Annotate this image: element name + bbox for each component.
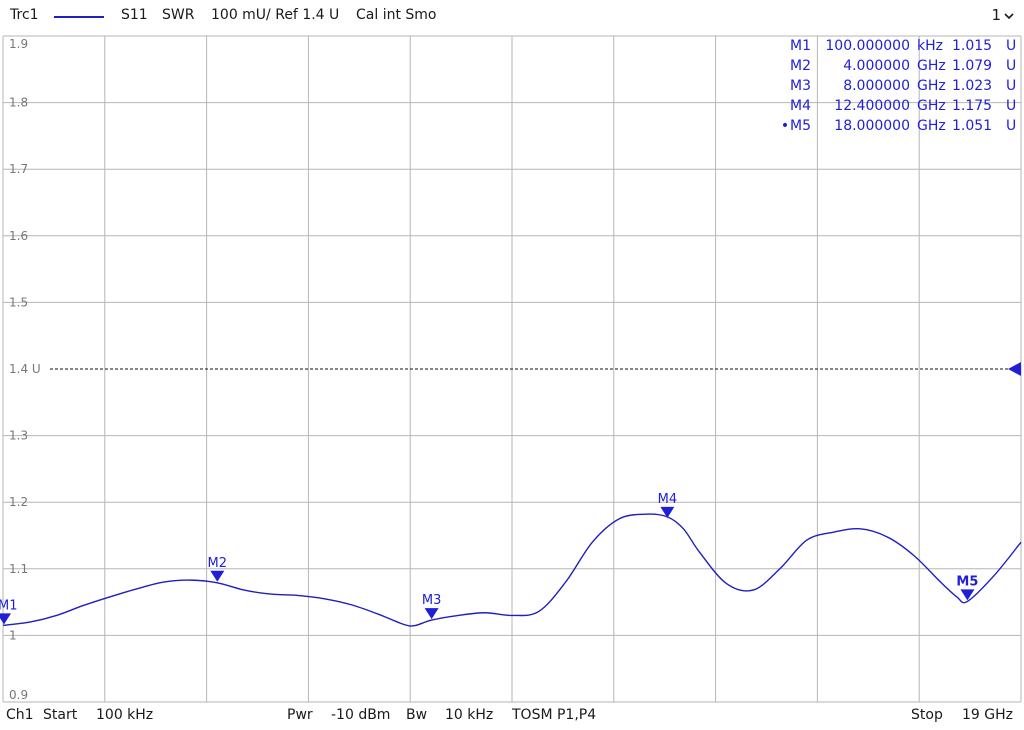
bandwidth-label: Bw bbox=[406, 707, 428, 723]
marker-frequency-unit: GHz bbox=[917, 98, 946, 114]
y-tick-label: 1.9 bbox=[9, 37, 28, 51]
trace-scale[interactable]: 100 mU/ Ref 1.4 U bbox=[211, 7, 340, 23]
marker-name: M3 bbox=[790, 78, 811, 94]
chevron-down-icon bbox=[1004, 12, 1014, 19]
marker-label: M5 bbox=[956, 574, 978, 589]
marker-frequency: 8.000000 bbox=[843, 78, 910, 94]
window-number: 1 bbox=[991, 6, 1001, 24]
marker-frequency: 12.400000 bbox=[834, 98, 910, 114]
marker-label: M3 bbox=[422, 593, 442, 608]
marker-value-unit: U bbox=[1006, 38, 1017, 54]
marker-value: 1.175 bbox=[952, 98, 993, 114]
trace-line[interactable] bbox=[2, 513, 1022, 627]
y-tick-label: 1.8 bbox=[9, 96, 28, 110]
marker-value: 1.079 bbox=[952, 58, 993, 74]
marker-value-unit: U bbox=[1006, 118, 1017, 134]
marker-row[interactable]: M1 100.000000 kHz 1.015 U bbox=[776, 38, 1022, 58]
calibration-status[interactable]: Cal int Smo bbox=[356, 7, 437, 23]
marker-triangle-icon[interactable] bbox=[660, 506, 675, 518]
channel-footer: Ch1 Start 100 kHz Pwr -10 dBm Bw 10 kHz … bbox=[0, 702, 1024, 730]
y-tick-label: 1.4 U bbox=[9, 362, 41, 376]
trace-parameter[interactable]: S11 bbox=[121, 7, 148, 23]
marker-name: M2 bbox=[790, 58, 811, 74]
marker-active-indicator: • bbox=[780, 118, 790, 134]
start-label: Start bbox=[43, 707, 78, 723]
marker-value: 1.023 bbox=[952, 78, 993, 94]
start-frequency[interactable]: 100 kHz bbox=[96, 707, 154, 723]
reference-arrow-icon[interactable] bbox=[1008, 362, 1021, 376]
y-tick-label: 1.7 bbox=[9, 162, 28, 176]
power-value[interactable]: -10 dBm bbox=[331, 707, 391, 723]
y-tick-label: 1 bbox=[9, 628, 17, 642]
marker-frequency: 4.000000 bbox=[843, 58, 910, 74]
marker-triangle-icon[interactable] bbox=[0, 613, 11, 625]
marker-frequency-unit: kHz bbox=[917, 38, 943, 54]
marker-value: 1.015 bbox=[952, 38, 993, 54]
y-tick-label: 0.9 bbox=[9, 688, 28, 702]
marker-frequency-unit: GHz bbox=[917, 118, 946, 134]
marker-name: M5 bbox=[790, 118, 811, 134]
marker-value-unit: U bbox=[1006, 78, 1017, 94]
trace-format[interactable]: SWR bbox=[162, 7, 195, 23]
stop-frequency[interactable]: 19 GHz bbox=[962, 707, 1013, 723]
power-label: Pwr bbox=[287, 707, 313, 723]
marker-label: M1 bbox=[0, 598, 18, 613]
marker-row[interactable]: M3 8.000000 GHz 1.023 U bbox=[776, 78, 1022, 98]
marker-row[interactable]: • M5 18.000000 GHz 1.051 U bbox=[776, 118, 1022, 138]
y-tick-label: 1.1 bbox=[9, 562, 28, 576]
marker-row[interactable]: M2 4.000000 GHz 1.079 U bbox=[776, 58, 1022, 78]
marker-triangle-icon[interactable] bbox=[424, 608, 439, 620]
marker-value-unit: U bbox=[1006, 98, 1017, 114]
trace-header: Trc1 S11 SWR 100 mU/ Ref 1.4 U Cal int S… bbox=[0, 0, 1024, 34]
marker-name: M1 bbox=[790, 38, 811, 54]
channel-label[interactable]: Ch1 bbox=[6, 707, 34, 723]
marker-value-unit: U bbox=[1006, 58, 1017, 74]
calibration-type[interactable]: TOSM P1,P4 bbox=[512, 707, 597, 723]
trace-color-swatch bbox=[54, 16, 104, 18]
marker-frequency: 100.000000 bbox=[825, 38, 910, 54]
marker-frequency-unit: GHz bbox=[917, 78, 946, 94]
marker-label: M2 bbox=[208, 556, 228, 571]
marker-table[interactable]: M1 100.000000 kHz 1.015 U M2 4.000000 GHz 1.079 U… bbox=[776, 38, 1022, 138]
marker-label: M4 bbox=[658, 492, 678, 507]
y-tick-label: 1.6 bbox=[9, 229, 28, 243]
marker-triangle-icon[interactable] bbox=[210, 570, 225, 582]
trace-name[interactable]: Trc1 bbox=[10, 7, 39, 23]
window-selector[interactable]: 1 bbox=[991, 6, 1014, 24]
marker-triangle-icon[interactable] bbox=[960, 589, 975, 601]
bandwidth-value[interactable]: 10 kHz bbox=[445, 707, 494, 723]
marker-value: 1.051 bbox=[952, 118, 993, 134]
marker-symbols: M1 M2 M3 M4 M5 bbox=[0, 492, 978, 625]
y-axis-ticks: 1.9 1.8 1.7 1.6 1.5 1.4 U 1.3 1.2 1.1 1 0.9 bbox=[9, 37, 41, 702]
stop-label: Stop bbox=[911, 707, 943, 723]
y-tick-label: 1.2 bbox=[9, 495, 28, 509]
y-tick-label: 1.3 bbox=[9, 429, 28, 443]
y-tick-label: 1.5 bbox=[9, 295, 28, 309]
marker-frequency: 18.000000 bbox=[834, 118, 910, 134]
marker-frequency-unit: GHz bbox=[917, 58, 946, 74]
marker-row[interactable]: M4 12.400000 GHz 1.175 U bbox=[776, 98, 1022, 118]
marker-name: M4 bbox=[790, 98, 811, 114]
